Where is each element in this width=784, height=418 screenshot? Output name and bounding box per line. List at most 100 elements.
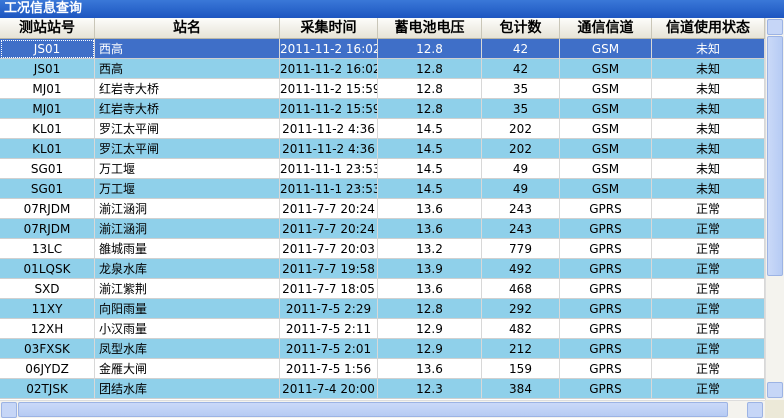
table-cell[interactable]: 未知 (652, 39, 765, 59)
column-header[interactable]: 站名 (95, 18, 280, 39)
table-cell[interactable]: 202 (482, 119, 560, 139)
table-cell[interactable]: 13LC (0, 239, 95, 259)
table-cell[interactable]: 未知 (652, 59, 765, 79)
table-cell[interactable]: 14.5 (378, 139, 482, 159)
table-cell[interactable]: 红岩寺大桥 (95, 79, 280, 99)
table-cell[interactable]: 13.6 (378, 219, 482, 239)
table-cell[interactable]: 正常 (652, 279, 765, 299)
table-cell[interactable]: GSM (560, 39, 652, 59)
table-cell[interactable]: 212 (482, 339, 560, 359)
table-cell[interactable]: GPRS (560, 319, 652, 339)
table-cell[interactable]: 2011-7-5 2:29 (280, 299, 378, 319)
table-cell[interactable]: JS01 (0, 59, 95, 79)
table-cell[interactable]: 243 (482, 199, 560, 219)
table-cell[interactable]: 13.6 (378, 359, 482, 379)
table-cell[interactable]: 2011-7-5 2:01 (280, 339, 378, 359)
table-cell[interactable]: GSM (560, 159, 652, 179)
column-header[interactable]: 蓄电池电压 (378, 18, 482, 39)
table-cell[interactable]: 2011-7-5 1:56 (280, 359, 378, 379)
table-cell[interactable]: 12.8 (378, 39, 482, 59)
table-cell[interactable]: 正常 (652, 319, 765, 339)
table-cell[interactable]: GPRS (560, 199, 652, 219)
table-cell[interactable]: 龙泉水库 (95, 259, 280, 279)
table-cell[interactable]: 罗江太平闸 (95, 119, 280, 139)
table-cell[interactable]: 未知 (652, 99, 765, 119)
table-cell[interactable]: 未知 (652, 179, 765, 199)
scroll-up[interactable] (767, 19, 783, 35)
table-cell[interactable]: 2011-11-2 15:59 (280, 99, 378, 119)
table-cell[interactable]: 482 (482, 319, 560, 339)
table-cell[interactable]: MJ01 (0, 99, 95, 119)
table-cell[interactable]: 2011-11-2 4:36 (280, 139, 378, 159)
table-cell[interactable]: 西高 (95, 39, 280, 59)
table-cell[interactable]: 12.8 (378, 79, 482, 99)
table-cell[interactable]: 2011-11-2 15:59 (280, 79, 378, 99)
table-cell[interactable]: 14.5 (378, 179, 482, 199)
table-cell[interactable]: GSM (560, 139, 652, 159)
table-cell[interactable]: GPRS (560, 339, 652, 359)
table-cell[interactable]: GSM (560, 79, 652, 99)
table-cell[interactable]: SXD (0, 279, 95, 299)
table-cell[interactable]: 14.5 (378, 159, 482, 179)
table-cell[interactable]: 492 (482, 259, 560, 279)
table-cell[interactable]: 小汉雨量 (95, 319, 280, 339)
table-cell[interactable]: 正常 (652, 359, 765, 379)
table-cell[interactable]: GPRS (560, 279, 652, 299)
table-cell[interactable]: 团结水库 (95, 379, 280, 399)
table-cell[interactable]: 湔江涵洞 (95, 199, 280, 219)
table-cell[interactable]: 12.9 (378, 339, 482, 359)
table-cell[interactable]: 35 (482, 99, 560, 119)
table-cell[interactable]: 2011-7-7 19:58 (280, 259, 378, 279)
table-cell[interactable]: 正常 (652, 379, 765, 399)
table-cell[interactable]: 未知 (652, 159, 765, 179)
table-cell[interactable]: 2011-7-7 20:03 (280, 239, 378, 259)
table-cell[interactable]: 正常 (652, 339, 765, 359)
table-cell[interactable]: GPRS (560, 219, 652, 239)
column-header[interactable]: 测站站号 (0, 18, 95, 39)
table-cell[interactable]: 02TJSK (0, 379, 95, 399)
table-cell[interactable]: 14.5 (378, 119, 482, 139)
table-cell[interactable]: 13.6 (378, 199, 482, 219)
table-cell[interactable]: 正常 (652, 239, 765, 259)
scroll-down[interactable] (767, 382, 783, 398)
table-cell[interactable]: 2011-7-4 20:00 (280, 379, 378, 399)
table-cell[interactable]: 湔江紫荆 (95, 279, 280, 299)
scroll-right[interactable] (747, 402, 763, 418)
table-cell[interactable]: 13.2 (378, 239, 482, 259)
table-cell[interactable]: 35 (482, 79, 560, 99)
table-cell[interactable]: 384 (482, 379, 560, 399)
table-cell[interactable]: GSM (560, 59, 652, 79)
table-cell[interactable]: GSM (560, 179, 652, 199)
table-cell[interactable]: 12.9 (378, 319, 482, 339)
table-cell[interactable]: 202 (482, 139, 560, 159)
table-cell[interactable]: 红岩寺大桥 (95, 99, 280, 119)
scroll-left[interactable] (1, 402, 17, 418)
table-cell[interactable]: 243 (482, 219, 560, 239)
table-cell[interactable]: 292 (482, 299, 560, 319)
table-cell[interactable]: 万工堰 (95, 159, 280, 179)
table-cell[interactable]: SG01 (0, 159, 95, 179)
table-cell[interactable]: GPRS (560, 299, 652, 319)
table-cell[interactable]: 07RJDM (0, 199, 95, 219)
table-cell[interactable]: GPRS (560, 359, 652, 379)
table-cell[interactable]: 未知 (652, 139, 765, 159)
table-cell[interactable]: 01LQSK (0, 259, 95, 279)
column-header[interactable]: 通信信道 (560, 18, 652, 39)
table-cell[interactable]: 雒城雨量 (95, 239, 280, 259)
table-cell[interactable]: 正常 (652, 259, 765, 279)
table-cell[interactable]: GPRS (560, 259, 652, 279)
table-cell[interactable]: 万工堰 (95, 179, 280, 199)
table-cell[interactable]: MJ01 (0, 79, 95, 99)
table-cell[interactable]: 159 (482, 359, 560, 379)
column-header[interactable]: 信道使用状态 (652, 18, 765, 39)
table-cell[interactable]: 779 (482, 239, 560, 259)
column-header[interactable]: 包计数 (482, 18, 560, 39)
table-cell[interactable]: 12.8 (378, 299, 482, 319)
table-cell[interactable]: 湔江涵洞 (95, 219, 280, 239)
table-cell[interactable]: 2011-11-1 23:53 (280, 179, 378, 199)
table-cell[interactable]: 未知 (652, 79, 765, 99)
table-cell[interactable]: 正常 (652, 299, 765, 319)
table-cell[interactable]: 49 (482, 159, 560, 179)
table-cell[interactable]: 未知 (652, 119, 765, 139)
table-cell[interactable]: 2011-7-7 20:24 (280, 219, 378, 239)
